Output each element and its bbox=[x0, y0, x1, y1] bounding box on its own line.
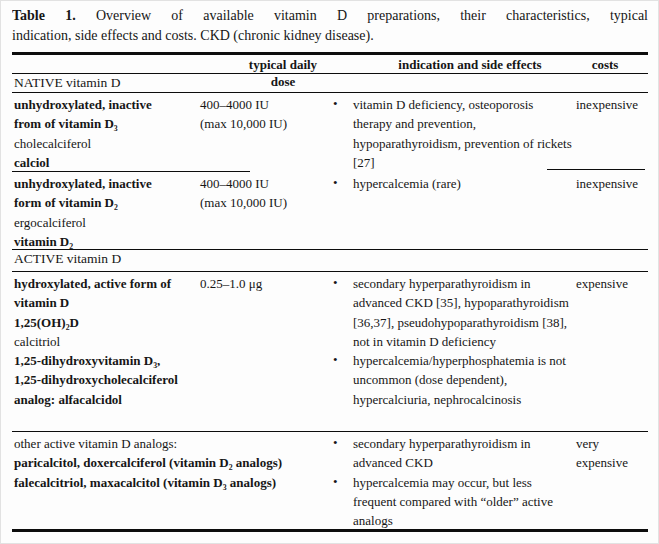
indication-cell: • secondary hyperparathyroidism in advan… bbox=[322, 432, 572, 530]
dose-line: 400–4000 IU bbox=[198, 174, 322, 193]
document-page: Table 1. Overview of available vitamin D… bbox=[0, 0, 659, 544]
caption-label: Table 1. bbox=[12, 8, 76, 23]
dose-line: 400–4000 IU bbox=[198, 95, 322, 114]
cost-value: very expensive bbox=[572, 434, 648, 473]
indication-text: hypercalcemia (rare) bbox=[353, 176, 461, 191]
indication-cell: • vitamin D deficiency, osteoporosis the… bbox=[322, 93, 572, 172]
indication-item: • secondary hyperparathyroidism in advan… bbox=[322, 434, 572, 473]
dose-cell: 400–4000 IU (max 10,000 IU) bbox=[198, 172, 322, 251]
preparation-cell: unhydroxylated, inactive form of vitamin… bbox=[12, 172, 198, 251]
indication-item: • vitamin D deficiency, osteoporosis the… bbox=[322, 95, 572, 172]
preparation-line: unhydroxylated, inactive bbox=[12, 174, 198, 193]
preparation-cell: hydroxylated, active form of vitamin D 1… bbox=[12, 272, 198, 431]
preparation-line: 1,25(OH)₂D bbox=[12, 313, 198, 332]
preparation-line: vitamin D₂ bbox=[12, 232, 198, 251]
indication-item: • hypercalcemia may occur, but less freq… bbox=[322, 473, 572, 531]
preparation-cell: unhydroxylated, inactive from of vitamin… bbox=[12, 93, 198, 172]
preparation-line: unhydroxylated, inactive bbox=[12, 95, 198, 114]
preparation-line: ergocalciferol bbox=[12, 213, 198, 232]
table-caption: Table 1. Overview of available vitamin D… bbox=[12, 6, 648, 46]
vitamin-d-table: typical daily dose indication and side e… bbox=[12, 52, 648, 532]
preparation-line: calciol bbox=[12, 153, 198, 172]
section-title: ACTIVE vitamin D bbox=[12, 250, 648, 267]
costs-cell: very expensive bbox=[572, 432, 648, 530]
section-row-active: ACTIVE vitamin D bbox=[12, 250, 648, 272]
cost-value: expensive bbox=[572, 274, 648, 293]
indication-text: secondary hyperparathyroidism in advance… bbox=[353, 436, 531, 470]
preparation-line: analog: alfacalcidol bbox=[12, 390, 198, 409]
indication-cell: • hypercalcemia (rare) bbox=[322, 172, 572, 251]
preparation-line: form of vitamin D₂ bbox=[12, 193, 198, 212]
preparation-cell: other active vitamin D analogs: paricalc… bbox=[12, 432, 322, 530]
dose-line: (max 10,000 IU) bbox=[198, 193, 322, 212]
table-row: unhydroxylated, inactive from of vitamin… bbox=[12, 93, 648, 172]
preparation-line: 1,25-dihydroxycholecalciferol bbox=[12, 370, 198, 389]
bullet-icon: • bbox=[333, 94, 338, 113]
table-header-row: typical daily dose indication and side e… bbox=[12, 52, 648, 74]
preparation-line: other active vitamin D analogs: bbox=[12, 434, 322, 453]
costs-cell: inexpensive bbox=[572, 93, 648, 172]
preparation-line: hydroxylated, active form of bbox=[12, 274, 198, 293]
dose-line: (max 10,000 IU) bbox=[198, 114, 322, 133]
preparation-line: from of vitamin D₃ bbox=[12, 114, 198, 133]
indication-item: • hypercalcemia/hyperphosphatemia is not… bbox=[322, 351, 572, 409]
indication-item: • hypercalcemia (rare) bbox=[322, 174, 572, 193]
dose-line: 0.25–1.0 μg bbox=[198, 274, 322, 293]
dose-cell: 0.25–1.0 μg bbox=[198, 272, 322, 431]
bullet-icon: • bbox=[333, 273, 338, 292]
caption-line-1: Table 1. Overview of available vitamin D… bbox=[12, 6, 648, 26]
preparation-line: calcitriol bbox=[12, 332, 198, 351]
preparation-line: cholecalciferol bbox=[12, 134, 198, 153]
indication-text: hypercalcemia/hyperphosphatemia is not u… bbox=[353, 353, 566, 407]
indication-text: vitamin D deficiency, osteoporosis thera… bbox=[353, 97, 572, 170]
table-row: unhydroxylated, inactive form of vitamin… bbox=[12, 172, 648, 250]
cost-value: inexpensive bbox=[572, 174, 648, 193]
partial-rule-costs bbox=[547, 169, 645, 170]
preparation-line: 1,25-dihydroxyvitamin D₃, bbox=[12, 351, 198, 370]
preparation-line: paricalcitol, doxercalciferol (vitamin D… bbox=[12, 453, 322, 472]
costs-cell: expensive bbox=[572, 272, 648, 431]
bullet-icon: • bbox=[333, 433, 338, 452]
caption-text: Overview of available vitamin D preparat… bbox=[96, 8, 648, 23]
bullet-icon: • bbox=[333, 173, 338, 192]
indication-text: secondary hyperparathyroidism in advance… bbox=[353, 276, 569, 349]
preparation-line: falecalcitriol, maxacalcitol (vitamin D₃… bbox=[12, 473, 322, 492]
preparation-line: vitamin D bbox=[12, 293, 198, 312]
dose-cell: 400–4000 IU (max 10,000 IU) bbox=[198, 93, 322, 172]
table-row: other active vitamin D analogs: paricalc… bbox=[12, 432, 648, 532]
indication-item: • secondary hyperparathyroidism in advan… bbox=[322, 274, 572, 351]
caption-line-2: indication, side effects and costs. CKD … bbox=[12, 26, 648, 46]
section-row-native: NATIVE vitamin D bbox=[12, 74, 648, 93]
cost-value: inexpensive bbox=[572, 95, 648, 114]
costs-cell: inexpensive bbox=[572, 172, 648, 251]
indication-cell: • secondary hyperparathyroidism in advan… bbox=[322, 272, 572, 431]
indication-text: hypercalcemia may occur, but less freque… bbox=[353, 475, 553, 529]
section-title: NATIVE vitamin D bbox=[12, 74, 648, 91]
bullet-icon: • bbox=[333, 350, 338, 369]
bullet-icon: • bbox=[333, 472, 338, 491]
table-row: hydroxylated, active form of vitamin D 1… bbox=[12, 272, 648, 432]
